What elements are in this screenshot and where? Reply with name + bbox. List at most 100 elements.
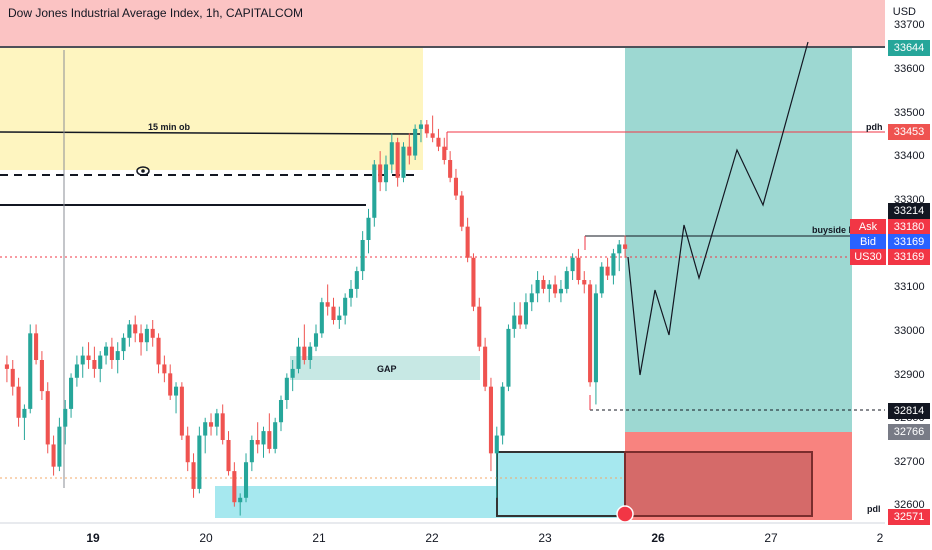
candle-body — [127, 324, 132, 338]
candle-body — [296, 346, 301, 369]
candle-body — [413, 128, 418, 156]
candle-body — [74, 364, 79, 378]
candle-body — [331, 306, 336, 320]
price-tag-entry: 32814 — [888, 403, 930, 419]
pdh-label: pdh — [866, 122, 883, 132]
candle-body — [63, 408, 68, 427]
candle-body — [453, 177, 459, 196]
candle-body — [564, 271, 569, 289]
gap-label: GAP — [377, 364, 397, 374]
candle-body — [173, 386, 179, 396]
candle-body — [28, 333, 33, 409]
gap-zone — [290, 356, 480, 380]
candle-body — [249, 440, 254, 463]
candle-body — [168, 373, 173, 396]
candle-body — [506, 328, 511, 387]
candle-body — [179, 386, 184, 436]
candle-body — [238, 497, 243, 503]
candle-body — [226, 440, 231, 472]
candle-body — [22, 408, 27, 418]
candle-body — [156, 337, 161, 365]
candle-body — [208, 422, 214, 427]
candle-body — [191, 462, 196, 489]
price-tag-ask: 33180 — [888, 219, 930, 235]
candle-body — [553, 284, 558, 294]
y-tick-label: 33400 — [894, 150, 925, 162]
price-tag-symbol-label: US30 — [850, 249, 886, 265]
candle-body — [69, 377, 74, 409]
price-tag-symbol: 33169 — [888, 249, 930, 265]
candle-body — [547, 284, 552, 289]
x-tick-label: 26 — [651, 531, 665, 545]
y-tick-label: 33600 — [894, 63, 925, 75]
candle-body — [313, 333, 319, 347]
candle-body — [518, 315, 523, 325]
candle-body — [593, 293, 598, 383]
x-tick-label: 2 — [877, 531, 884, 545]
y-tick-label: 33700 — [894, 19, 925, 31]
candle-body — [290, 368, 295, 378]
candle-body — [442, 146, 447, 160]
candle-body — [389, 142, 394, 165]
candle-body — [197, 435, 202, 489]
candle-body — [150, 328, 155, 338]
candle-body — [243, 462, 249, 498]
x-tick-label: 27 — [764, 531, 778, 545]
ob-label: 15 min ob — [148, 122, 191, 132]
target-zone — [625, 48, 852, 432]
candle-body — [80, 355, 85, 365]
candle-body — [115, 351, 120, 360]
candle-body — [45, 391, 50, 445]
candle-body — [325, 302, 330, 307]
candle-body — [378, 164, 383, 183]
candle-body — [308, 346, 313, 360]
candle-body — [529, 293, 534, 303]
liquidity-label: buyside liqu — [812, 225, 865, 235]
price-tag-target: 33644 — [888, 40, 930, 56]
candle-body — [139, 333, 144, 343]
candle-body — [302, 346, 307, 360]
candle-body — [360, 240, 365, 272]
y-tick-label: 33100 — [894, 281, 925, 293]
candle-body — [220, 413, 225, 440]
candle-body — [4, 364, 9, 369]
top-supply-zone — [0, 0, 885, 46]
candle-body — [133, 324, 138, 334]
candle-body — [109, 346, 114, 360]
price-tag-ask-label: Ask — [850, 219, 886, 235]
candle-body — [203, 422, 208, 436]
candle-body — [535, 280, 540, 294]
candle-body — [477, 306, 482, 347]
candle-body — [465, 226, 470, 258]
candle-body — [611, 253, 616, 276]
demand-zone-2 — [497, 452, 625, 518]
candle-body — [512, 315, 517, 329]
currency-label: USD — [892, 6, 916, 18]
candle-body — [605, 266, 610, 276]
candle-body — [86, 355, 91, 360]
candle-body — [588, 284, 593, 383]
eye-icon — [136, 166, 150, 176]
candle-body — [16, 386, 21, 418]
candle-body — [121, 337, 126, 352]
order-block-zone — [0, 48, 423, 170]
candle-body — [372, 164, 377, 218]
candle-body — [98, 355, 103, 369]
candle-body — [284, 377, 289, 400]
candle-body — [92, 360, 97, 369]
y-tick-label: 32900 — [894, 369, 925, 381]
price-axis — [885, 0, 932, 550]
flash-icon — [616, 505, 634, 523]
candle-body — [558, 288, 563, 294]
price-tag-pdl: 32571 — [888, 509, 930, 525]
candle-body — [232, 471, 237, 503]
candle-body — [448, 160, 453, 178]
candle-body — [144, 328, 149, 343]
candle-body — [582, 280, 587, 285]
y-tick-label: 32700 — [894, 456, 925, 468]
candle-body — [401, 146, 406, 178]
candle-body — [278, 400, 284, 423]
candle-body — [273, 422, 278, 449]
price-tag-stop: 32766 — [888, 424, 930, 440]
